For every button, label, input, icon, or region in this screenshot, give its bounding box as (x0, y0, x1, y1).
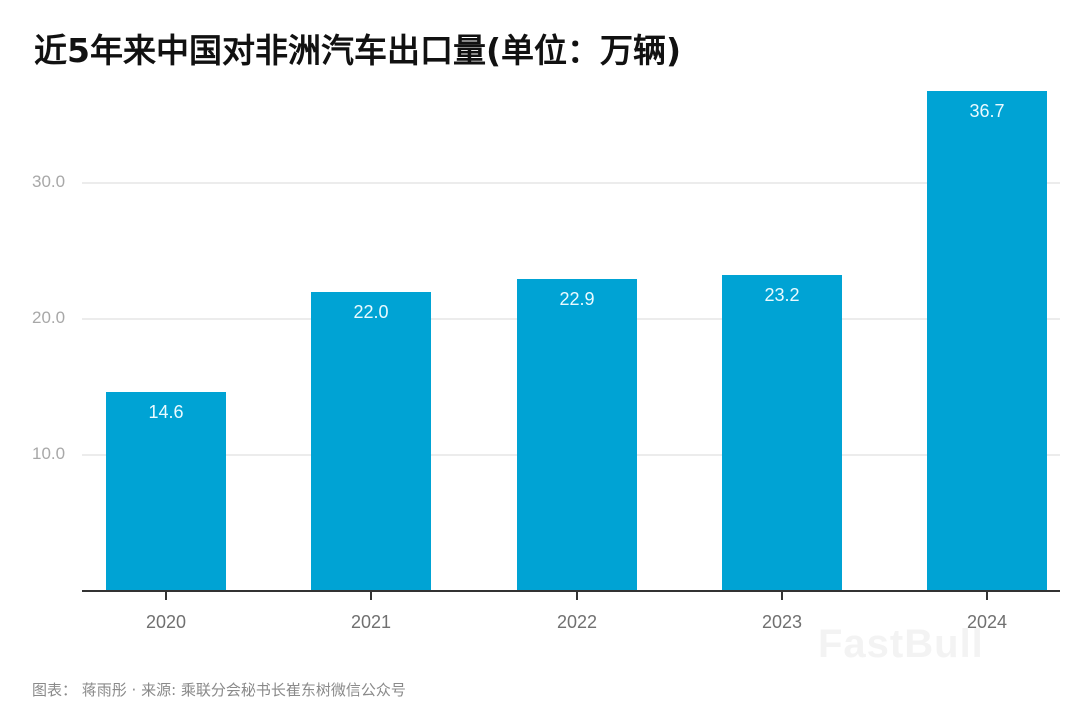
bar-2024: 36.7 (927, 91, 1047, 591)
x-axis-line (82, 590, 1060, 592)
gridline-30 (82, 182, 1060, 184)
x-tick-label: 2024 (966, 612, 1008, 632)
x-tick (165, 592, 167, 600)
watermark-logo: FastBull (818, 622, 984, 666)
x-tick (576, 592, 578, 600)
source-caption: 图表： 蒋雨彤 · 来源: 乘联分会秘书长崔东树微信公众号 (32, 681, 406, 699)
bar-value-label: 36.7 (969, 101, 1005, 121)
bar-value-label: 23.2 (764, 285, 800, 305)
x-tick-label: 2022 (556, 612, 598, 632)
x-tick (370, 592, 372, 600)
bar-value-label: 22.9 (559, 289, 595, 309)
x-tick (781, 592, 783, 600)
x-tick (986, 592, 988, 600)
x-tick-label: 2021 (350, 612, 392, 632)
bar-2022: 22.9 (517, 279, 637, 591)
x-tick-label: 2023 (761, 612, 803, 632)
bar-2023: 23.2 (722, 275, 842, 591)
x-tick-label: 2020 (145, 612, 187, 632)
y-tick-label: 20.0 (32, 308, 66, 327)
y-tick-label: 10.0 (32, 444, 66, 463)
bar-2021: 22.0 (311, 292, 431, 591)
chart-title: 近5年来中国对非洲汽车出口量(单位：万辆) (34, 31, 682, 70)
bar-2020: 14.6 (106, 392, 226, 591)
bar-value-label: 14.6 (148, 402, 184, 422)
y-tick-label: 30.0 (32, 172, 66, 191)
bar-value-label: 22.0 (353, 302, 389, 322)
